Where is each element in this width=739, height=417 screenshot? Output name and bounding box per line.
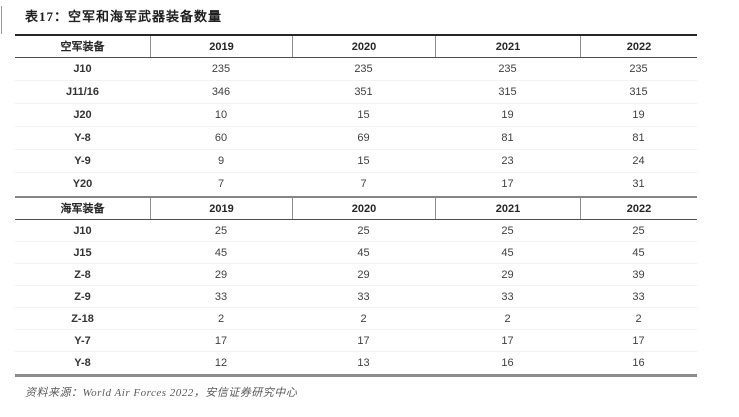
airforce-section: 空军装备 2019 2020 2021 2022 J10 235 235 235… [15, 34, 697, 196]
cell-value: 69 [357, 132, 370, 144]
cell-value: 60 [214, 132, 228, 144]
cell-value: 2 [217, 313, 225, 325]
cell-value: 235 [354, 63, 373, 75]
cell-value: 15 [357, 155, 370, 167]
cell-value: 315 [629, 86, 648, 98]
cell-value: 10 [214, 109, 228, 121]
cell-value: 33 [214, 291, 228, 303]
cell-value: 19 [501, 109, 514, 121]
cell-value: 25 [501, 225, 514, 237]
table-title: 表17：空军和海军武器装备数量 [25, 9, 223, 24]
cell-value: 45 [632, 247, 645, 259]
cell-value: 17 [501, 335, 514, 347]
year-column-header-2020: 2020 [292, 36, 435, 57]
cell-value: 45 [501, 247, 514, 259]
cell-value: 45 [214, 247, 228, 259]
cell-value: 81 [632, 132, 645, 144]
table-row: J10 25 25 25 25 [15, 220, 697, 242]
cell-value: 17 [214, 335, 228, 347]
cell-value: 29 [357, 269, 370, 281]
cell-value: 16 [501, 357, 514, 369]
table-row: Y-7 17 17 17 17 [15, 330, 697, 352]
row-label: Y-7 [74, 335, 91, 347]
year-column-header-2019: 2019 [150, 198, 292, 219]
cell-value: 25 [214, 225, 228, 237]
row-label: Z-9 [74, 291, 91, 303]
cell-value: 33 [501, 291, 514, 303]
year-column-header-2021: 2021 [435, 198, 580, 219]
year-column-header-2019: 2019 [150, 36, 292, 57]
cell-value: 7 [360, 178, 367, 190]
navy-section-label: 海军装备 [60, 203, 105, 215]
cell-value: 351 [354, 86, 373, 98]
navy-section: 海军装备 2019 2020 2021 2022 J10 25 25 25 25… [15, 196, 697, 374]
cell-value: 29 [214, 269, 228, 281]
cell-value: 81 [501, 132, 514, 144]
cell-value: 13 [357, 357, 370, 369]
equipment-table: 空军装备 2019 2020 2021 2022 J10 235 235 235… [15, 34, 697, 377]
cell-value: 17 [501, 178, 514, 190]
row-label: J11/16 [65, 86, 100, 98]
cell-value: 45 [357, 247, 370, 259]
cell-value: 12 [214, 357, 228, 369]
table-row: Y-8 60 69 81 81 [15, 127, 697, 150]
cell-value: 315 [498, 86, 517, 98]
row-label: Z-18 [71, 313, 94, 325]
cell-value: 23 [501, 155, 514, 167]
cell-value: 9 [217, 155, 225, 167]
cell-value: 346 [211, 86, 231, 98]
row-label: Y20 [72, 178, 93, 190]
airforce-section-label: 空军装备 [60, 41, 105, 53]
cell-value: 7 [217, 178, 225, 190]
source-note: 资料来源：World Air Forces 2022，安信证券研究中心 [25, 387, 298, 399]
cell-value: 2 [360, 313, 367, 325]
cell-value: 17 [357, 335, 370, 347]
row-label: Y-8 [74, 132, 91, 144]
row-label: J10 [73, 63, 92, 75]
table-row: J15 45 45 45 45 [15, 242, 697, 264]
page-edge-line [1, 6, 2, 34]
cell-value: 31 [632, 178, 645, 190]
row-label: J15 [73, 247, 92, 259]
table-row: Y-9 9 15 23 24 [15, 150, 697, 173]
cell-value: 25 [632, 225, 645, 237]
row-label: Y-9 [74, 155, 91, 167]
airforce-header-row: 空军装备 2019 2020 2021 2022 [15, 34, 697, 58]
cell-value: 24 [632, 155, 645, 167]
cell-value: 2 [504, 313, 511, 325]
table-row: Y20 7 7 17 31 [15, 173, 697, 196]
cell-value: 33 [632, 291, 645, 303]
cell-value: 2 [635, 313, 642, 325]
year-column-header-2022: 2022 [580, 198, 697, 219]
navy-header-row: 海军装备 2019 2020 2021 2022 [15, 196, 697, 220]
cell-value: 16 [632, 357, 645, 369]
table-row: J11/16 346 351 315 315 [15, 81, 697, 104]
cell-value: 17 [632, 335, 645, 347]
table-row: Y-8 12 13 16 16 [15, 352, 697, 374]
cell-value: 235 [211, 63, 231, 75]
cell-value: 25 [357, 225, 370, 237]
cell-value: 235 [498, 63, 517, 75]
year-column-header-2020: 2020 [292, 198, 435, 219]
table-row: J10 235 235 235 235 [15, 58, 697, 81]
cell-value: 19 [632, 109, 645, 121]
year-column-header-2021: 2021 [435, 36, 580, 57]
row-label: J20 [73, 109, 92, 121]
row-label: Y-8 [74, 357, 91, 369]
table-row: Z-18 2 2 2 2 [15, 308, 697, 330]
cell-value: 33 [357, 291, 370, 303]
cell-value: 15 [357, 109, 370, 121]
table-row: Z-9 33 33 33 33 [15, 286, 697, 308]
row-label: J10 [73, 225, 92, 237]
cell-value: 29 [501, 269, 514, 281]
year-column-header-2022: 2022 [580, 36, 697, 57]
cell-value: 235 [629, 63, 648, 75]
row-label: Z-8 [74, 269, 91, 281]
cell-value: 39 [632, 269, 645, 281]
table-row: J20 10 15 19 19 [15, 104, 697, 127]
table-row: Z-8 29 29 29 39 [15, 264, 697, 286]
